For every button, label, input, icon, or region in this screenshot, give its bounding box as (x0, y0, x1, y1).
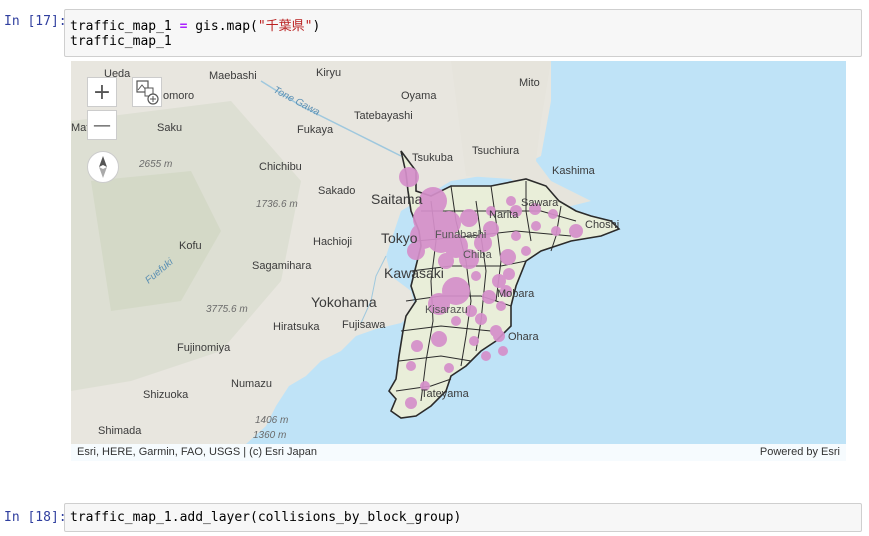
label-tatebayashi: Tatebayashi (354, 110, 413, 122)
mountain-shade-2 (91, 171, 221, 311)
tokyo-bay-coast (360, 255, 387, 324)
attribution-bar: Esri, HERE, Garmin, FAO, USGS | (c) Esri… (71, 444, 846, 461)
label-peak-2655: 2655 m (139, 159, 173, 170)
tone-river (260, 80, 402, 157)
attribution-text: Esri, HERE, Garmin, FAO, USGS | (c) Esri… (77, 446, 318, 458)
label-mito: Mito (519, 77, 540, 89)
label-matsumoto: Mat (71, 122, 90, 134)
label-fujinomiya: Fujinomiya (177, 342, 231, 354)
powered-by-link[interactable]: Powered by Esri (759, 446, 840, 458)
compass-button[interactable] (87, 151, 119, 183)
collision-dots (399, 167, 583, 409)
cell-18-prompt: In [18]: (4, 510, 67, 525)
map-widget[interactable]: Ueda Maebashi Kiryu Mito omoro Oyama Ton… (71, 61, 846, 461)
label-tsukuba: Tsukuba (412, 152, 453, 164)
label-hachioji: Hachioji (313, 236, 353, 248)
label-komoro: omoro (163, 90, 195, 102)
zoom-in-button[interactable]: + (87, 77, 117, 107)
label-kawasaki: Kawasaki (384, 265, 444, 281)
code-line-1: traffic_map_1 = gis.map("千葉県") (70, 19, 321, 34)
label-peak-1360: 1360 m (253, 430, 287, 441)
compass-icon (99, 156, 107, 178)
label-yokohama: Yokohama (311, 294, 377, 310)
cell-17-input[interactable]: traffic_map_1 = gis.map("千葉県") traffic_m… (64, 9, 862, 57)
label-sakado: Sakado (318, 185, 356, 197)
label-choshi: Choshi (585, 219, 620, 231)
label-shizuoka: Shizuoka (143, 389, 189, 401)
label-maebashi: Maebashi (209, 70, 257, 82)
label-kashima: Kashima (552, 165, 595, 177)
label-saitama: Saitama (371, 191, 423, 207)
label-shimada: Shimada (98, 425, 142, 437)
label-hiratsuka: Hiratsuka (273, 321, 320, 333)
label-narita: Narita (489, 209, 519, 221)
label-peak-3775: 3775.6 m (206, 304, 248, 315)
cell-18-input[interactable]: traffic_map_1.add_layer(collisions_by_bl… (64, 503, 862, 532)
label-chiba: Chiba (463, 249, 492, 261)
label-sawara: Sawara (521, 197, 559, 209)
label-sagamihara: Sagamihara (252, 260, 312, 272)
ibaraki-land (451, 61, 591, 211)
label-tsuchiura: Tsuchiura (472, 145, 520, 157)
code-line: traffic_map_1.add_layer(collisions_by_bl… (70, 510, 462, 525)
zoom-out-button[interactable]: — (87, 110, 117, 140)
label-ohara: Ohara (508, 331, 539, 343)
label-mobara: Mobara (497, 288, 535, 300)
label-oyama: Oyama (401, 90, 437, 102)
label-peak-1736: 1736.6 m (256, 199, 298, 210)
label-tateyama: Tateyama (421, 388, 469, 400)
label-kisarazu: Kisarazu (425, 304, 468, 316)
basemap-toggle-icon (136, 80, 159, 105)
cell-17-prompt: In [17]: (4, 14, 67, 29)
label-kofu: Kofu (179, 240, 202, 252)
label-chichibu: Chichibu (259, 161, 302, 173)
label-fujisawa: Fujisawa (342, 319, 386, 331)
label-saku: Saku (157, 122, 183, 134)
label-numazu: Numazu (231, 378, 272, 390)
code-line-2: traffic_map_1 (70, 34, 172, 49)
label-tokyo: Tokyo (381, 230, 418, 246)
basemap (71, 61, 621, 444)
label-funabashi: Funabashi (435, 229, 487, 241)
label-peak-1406: 1406 m (255, 415, 289, 426)
label-fukaya: Fukaya (297, 124, 334, 136)
label-kiryu: Kiryu (316, 67, 342, 79)
basemap-toggle-button[interactable] (132, 77, 162, 107)
